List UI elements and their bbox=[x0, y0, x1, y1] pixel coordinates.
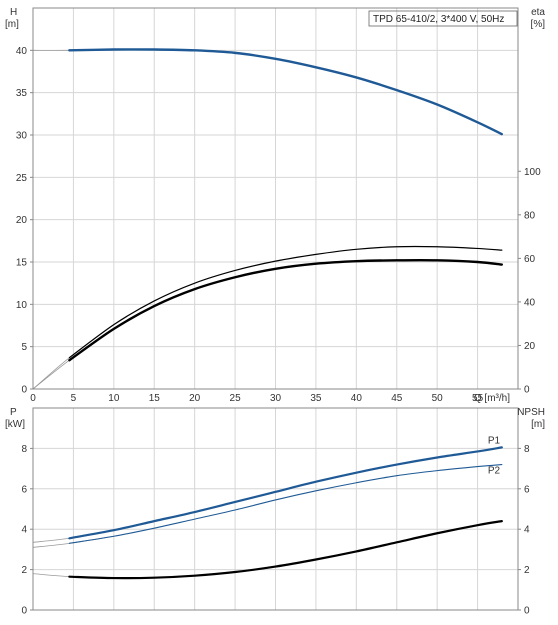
top-x-tick-label-5: 5 bbox=[71, 393, 77, 404]
top-right-tick-label-60: 60 bbox=[524, 254, 536, 265]
top-left-tick-label-0: 0 bbox=[21, 385, 27, 396]
top-left-tick-label-40: 40 bbox=[16, 46, 28, 57]
top-right-tick-label-20: 20 bbox=[524, 341, 536, 352]
top-left-axis-unit: [m] bbox=[5, 19, 19, 30]
bottom-series-label-P1: P1 bbox=[488, 435, 501, 446]
top-x-tick-label-10: 10 bbox=[108, 393, 120, 404]
grid-layer bbox=[33, 7, 518, 610]
chart-title-box bbox=[368, 10, 518, 27]
bottom-series-2-line bbox=[68, 520, 503, 580]
top-left-axis-name: H bbox=[10, 7, 17, 18]
top-left-tick-label-25: 25 bbox=[16, 173, 28, 184]
top-series-2-line bbox=[68, 258, 504, 362]
frame-layer bbox=[30, 7, 521, 611]
bottom-right-axis-unit: [m] bbox=[531, 419, 545, 430]
series-layer bbox=[32, 48, 504, 580]
top-x-tick-label-30: 30 bbox=[270, 393, 282, 404]
top-series-1-line bbox=[68, 245, 503, 359]
top-x-tick-label-20: 20 bbox=[189, 393, 201, 404]
top-left-tick-label-15: 15 bbox=[16, 258, 28, 269]
bottom-right-tick-label-6: 6 bbox=[524, 484, 530, 495]
bottom-left-tick-label-8: 8 bbox=[21, 444, 27, 455]
top-right-tick-label-0: 0 bbox=[524, 385, 530, 396]
top-left-tick-label-30: 30 bbox=[16, 131, 28, 142]
top-right-tick-label-40: 40 bbox=[524, 297, 536, 308]
top-left-tick-label-10: 10 bbox=[16, 300, 28, 311]
bottom-left-axis-unit: [kW] bbox=[5, 419, 25, 430]
bottom-plot-frame bbox=[32, 407, 519, 611]
top-x-tick-label-15: 15 bbox=[149, 393, 161, 404]
bottom-left-tick-label-0: 0 bbox=[21, 606, 27, 617]
bottom-left-axis-name: P bbox=[10, 407, 17, 418]
bottom-right-tick-label-4: 4 bbox=[524, 525, 530, 536]
top-x-tick-label-45: 45 bbox=[391, 393, 403, 404]
bottom-left-tick-label-6: 6 bbox=[21, 484, 27, 495]
top-right-axis-name: eta bbox=[531, 7, 545, 18]
top-left-tick-label-20: 20 bbox=[16, 215, 28, 226]
top-x-tick-label-0: 0 bbox=[30, 393, 36, 404]
bottom-left-tick-label-2: 2 bbox=[21, 565, 27, 576]
top-left-tick-label-5: 5 bbox=[21, 342, 27, 353]
top-x-tick-label-50: 50 bbox=[432, 393, 444, 404]
bottom-right-tick-label-8: 8 bbox=[524, 444, 530, 455]
bottom-right-axis-name: NPSH bbox=[517, 407, 545, 418]
top-x-tick-label-55: 55 bbox=[472, 393, 484, 404]
top-series-0-line bbox=[68, 48, 504, 136]
top-plot-frame bbox=[32, 7, 519, 390]
bottom-right-tick-label-0: 0 bbox=[524, 606, 530, 617]
bottom-series-label-P2: P2 bbox=[488, 466, 501, 477]
top-right-tick-label-100: 100 bbox=[524, 167, 541, 178]
top-x-tick-label-40: 40 bbox=[351, 393, 363, 404]
top-x-tick-label-35: 35 bbox=[310, 393, 322, 404]
bottom-right-tick-label-2: 2 bbox=[524, 565, 530, 576]
bottom-series-1-line bbox=[68, 464, 503, 544]
bottom-left-tick-label-4: 4 bbox=[21, 525, 27, 536]
bottom-series-0-line bbox=[68, 446, 503, 540]
x-axis-label: Q [m³/h] bbox=[474, 393, 510, 404]
top-right-tick-label-80: 80 bbox=[524, 210, 536, 221]
chart-title: TPD 65-410/2, 3*400 V, 50Hz bbox=[373, 14, 504, 25]
top-left-tick-label-35: 35 bbox=[16, 88, 28, 99]
top-x-tick-label-25: 25 bbox=[230, 393, 242, 404]
top-right-axis-unit: [%] bbox=[531, 19, 546, 30]
